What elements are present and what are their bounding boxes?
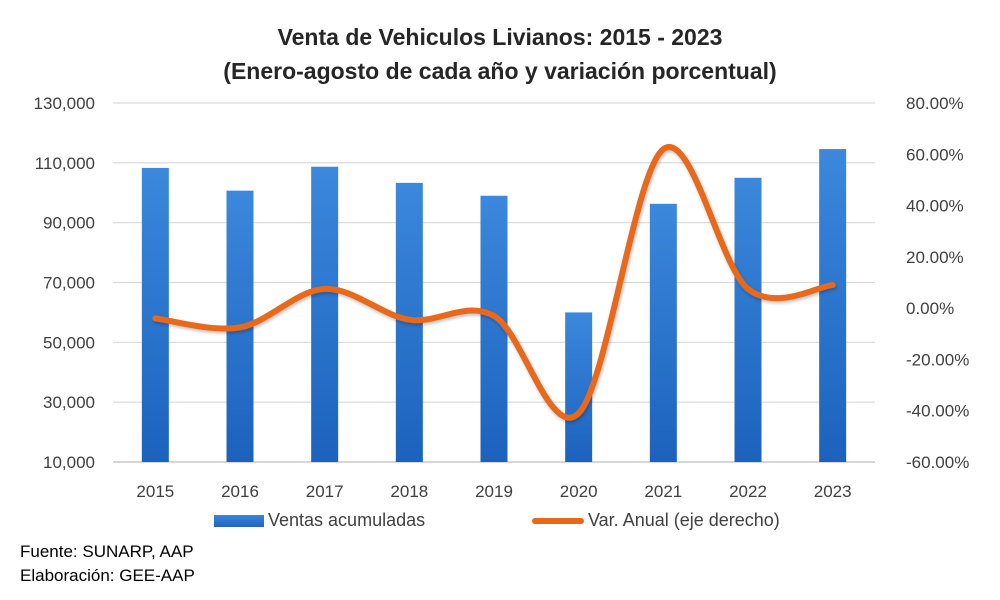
left-tick-label: 90,000 <box>43 214 95 233</box>
legend-item-line: Var. Anual (eje derecho) <box>532 510 780 531</box>
right-tick-label: 0.00% <box>906 299 954 318</box>
right-tick-label: -20.00% <box>906 350 969 369</box>
x-tick-label: 2021 <box>644 482 682 501</box>
right-tick-label: -60.00% <box>906 453 969 472</box>
legend-label-bars: Ventas acumuladas <box>268 510 426 530</box>
legend-item-bars: Ventas acumuladas <box>214 510 425 531</box>
right-axis-ticks: 80.00% 60.00% 40.00% 20.00% 0.00% -20.00% -40.… <box>906 94 969 472</box>
bar <box>480 195 508 462</box>
left-tick-label: 10,000 <box>43 453 95 472</box>
x-tick-label: 2016 <box>221 482 259 501</box>
x-tick-label: 2015 <box>136 482 174 501</box>
bar <box>819 149 847 463</box>
left-tick-label: 50,000 <box>43 333 95 352</box>
line-series <box>152 144 836 421</box>
right-tick-label: 40.00% <box>906 197 964 216</box>
right-tick-label: 60.00% <box>906 145 964 164</box>
left-tick-label: 30,000 <box>43 393 95 412</box>
right-tick-label: -40.00% <box>906 402 969 421</box>
line-path <box>152 144 836 421</box>
chart-subtitle: (Enero-agosto de cada año y variación po… <box>223 58 777 84</box>
right-tick-label: 80.00% <box>906 94 964 113</box>
x-tick-label: 2023 <box>814 482 852 501</box>
left-tick-label: 130,000 <box>34 94 95 113</box>
bar <box>311 166 339 462</box>
right-tick-label: 20.00% <box>906 248 964 267</box>
chart-title: Venta de Vehiculos Livianos: 2015 - 2023 <box>277 24 723 50</box>
bar <box>565 312 593 462</box>
x-tick-label: 2017 <box>306 482 344 501</box>
x-tick-label: 2019 <box>475 482 513 501</box>
legend-label-line: Var. Anual (eje derecho) <box>588 510 780 530</box>
footer-source: Fuente: SUNARP, AAP <box>20 542 194 561</box>
x-tick-label: 2018 <box>390 482 428 501</box>
x-axis-ticks: 2015 2016 2017 2018 2019 2020 2021 2022 2023 <box>136 482 851 501</box>
x-tick-label: 2022 <box>729 482 767 501</box>
x-tick-label: 2020 <box>560 482 598 501</box>
legend-swatch-line <box>532 517 584 524</box>
bar <box>649 203 677 463</box>
legend-swatch-bars <box>214 514 264 527</box>
bar <box>734 177 762 462</box>
footer-credit: Elaboración: GEE-AAP <box>20 566 195 585</box>
left-tick-label: 70,000 <box>43 274 95 293</box>
bar <box>141 167 169 462</box>
bar-series <box>141 149 847 463</box>
left-axis-ticks: 130,000 110,000 90,000 70,000 50,000 30,000 10… <box>34 94 95 472</box>
left-tick-label: 110,000 <box>35 154 95 173</box>
